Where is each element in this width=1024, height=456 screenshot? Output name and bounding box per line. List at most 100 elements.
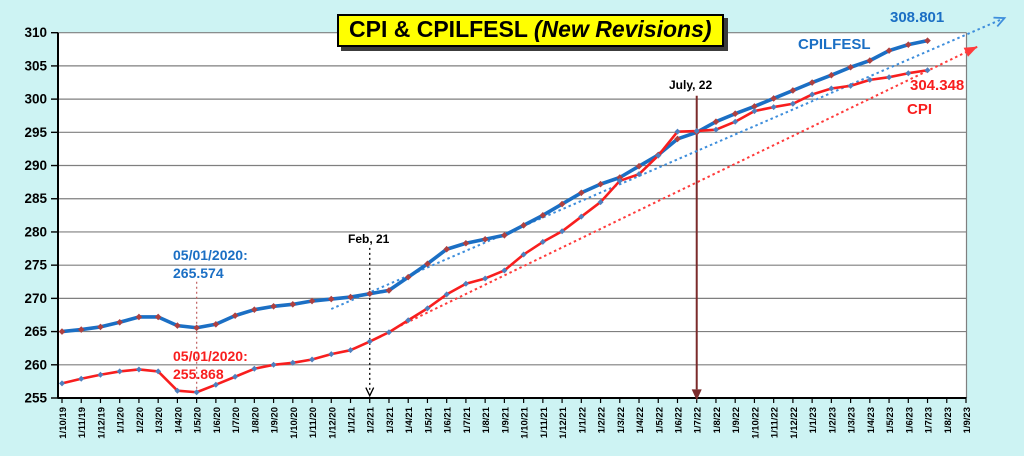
data-point-marker (405, 317, 412, 324)
x-axis-tick-label: 1/11/22 (770, 407, 781, 438)
y-axis-tick-label: 260 (24, 357, 47, 372)
x-axis-tick-label: 1/4/22 (635, 407, 646, 433)
data-point-marker (866, 76, 873, 83)
cpilfesl-may2020-annotation: 05/01/2020: 265.574 (173, 246, 248, 282)
x-axis-tick-label: 1/1/22 (577, 407, 588, 433)
x-axis-tick-label: 1/10/19 (58, 407, 69, 439)
x-axis-tick-label: 1/3/21 (385, 406, 396, 433)
x-axis-tick-label: 1/10/22 (750, 407, 761, 439)
data-point-marker (174, 387, 181, 394)
x-axis-tick-label: 1/3/23 (847, 407, 858, 433)
data-point-marker (462, 239, 470, 247)
data-point-marker (347, 293, 354, 301)
data-point-marker (443, 291, 450, 298)
x-axis-tick-label: 1/9/21 (500, 406, 511, 433)
annotation-line: 265.574 (173, 265, 224, 281)
x-axis-tick-label: 1/6/23 (904, 407, 915, 433)
data-point-marker (636, 171, 643, 178)
cpilfesl-end-value-label: 308.801 (890, 9, 945, 26)
x-axis-tick-label: 1/1/23 (808, 407, 819, 433)
x-axis-tick-label: 1/6/20 (212, 407, 223, 433)
data-point-marker (847, 82, 854, 89)
x-axis-tick-label: 1/1/20 (116, 407, 127, 433)
data-point-marker (616, 177, 623, 184)
x-axis-tick-label: 1/6/21 (443, 406, 454, 433)
x-axis-tick-label: 1/1/21 (347, 406, 358, 433)
data-point-marker (482, 275, 489, 282)
data-point-marker (655, 152, 662, 159)
data-point-marker (366, 290, 374, 298)
data-point-marker (732, 118, 739, 125)
data-point-marker (828, 85, 835, 92)
data-point-marker (135, 366, 142, 373)
y-axis-tick-label: 290 (24, 158, 47, 173)
data-point-marker (289, 359, 296, 366)
data-point-marker (674, 135, 681, 143)
x-axis: 1/10/19 1/11/19 1/12/19 1/1/20 1/2/20 1/3/20 1… (58, 398, 973, 439)
data-point-marker (616, 174, 624, 181)
cpi-may2020-annotation: 05/01/2020: 255.868 (173, 347, 248, 383)
chart-title-italic-text: (New Revisions) (533, 16, 712, 42)
data-point-marker (751, 103, 758, 110)
x-axis-tick-label: 1/3/22 (616, 407, 627, 433)
y-axis-tick-label: 270 (24, 291, 47, 306)
data-point-marker (347, 347, 354, 354)
data-point-marker (885, 47, 893, 54)
data-point-marker (424, 305, 431, 312)
y-axis-tick-label: 300 (24, 92, 47, 107)
cpilfesl-trend (330, 16, 1007, 310)
x-axis-tick-label: 1/2/22 (597, 407, 608, 433)
arrowhead-icon (691, 389, 702, 401)
x-axis-tick-label: 1/12/20 (327, 407, 338, 439)
data-point-marker (558, 200, 566, 208)
data-point-marker (789, 87, 797, 94)
x-axis-tick-label: 1/2/23 (827, 407, 838, 433)
x-axis-tick-label: 1/9/22 (731, 407, 742, 433)
y-axis-tick-label: 255 (24, 391, 47, 406)
x-axis-tick-label: 1/10/21 (520, 406, 531, 438)
july-22-arrow (691, 95, 702, 401)
y-axis-tick-label: 280 (24, 224, 47, 239)
cpi-series-label: CPI (907, 101, 933, 118)
data-point-marker (212, 320, 220, 328)
data-point-marker (385, 287, 393, 294)
data-point-marker (809, 91, 816, 98)
data-point-marker (231, 312, 239, 319)
cpi-end-value-label: 304.348 (910, 77, 965, 94)
annotation-line: 05/01/2020: (173, 247, 248, 263)
x-axis-tick-label: 1/5/20 (193, 407, 204, 433)
x-axis-tick-label: 1/7/22 (693, 407, 704, 433)
cpi-line (60, 68, 929, 394)
data-point-marker (328, 351, 335, 358)
y-axis-tick-label: 305 (24, 58, 47, 73)
data-point-marker (404, 273, 412, 281)
data-point-marker (539, 238, 546, 245)
data-point-marker (751, 108, 758, 115)
data-point-marker (385, 329, 392, 336)
data-point-marker (635, 162, 643, 170)
data-point-marker (193, 324, 200, 332)
data-point-marker (808, 79, 816, 86)
x-axis-tick-label: 1/8/20 (250, 407, 261, 433)
y-axis-tick-label: 265 (24, 324, 47, 339)
axis-spines (57, 32, 967, 399)
annotation-line: 255.868 (173, 366, 224, 382)
data-point-marker (270, 361, 277, 368)
data-point-marker (904, 41, 912, 48)
data-point-marker (770, 95, 777, 102)
data-point-marker (308, 297, 316, 305)
x-axis-tick-label: 1/12/22 (789, 407, 800, 439)
y-axis-tick-label: 285 (24, 191, 47, 206)
data-point-marker (78, 375, 85, 382)
data-point-marker (135, 313, 143, 321)
data-point-marker (847, 63, 854, 71)
data-point-marker (97, 371, 104, 378)
data-point-marker (905, 70, 912, 77)
x-axis-tick-label: 1/7/21 (462, 406, 473, 433)
x-axis-tick-label: 1/11/21 (539, 406, 550, 438)
data-point-marker (366, 338, 373, 345)
data-point-marker (193, 389, 200, 396)
data-point-marker (886, 74, 893, 81)
data-point-marker (154, 313, 162, 321)
